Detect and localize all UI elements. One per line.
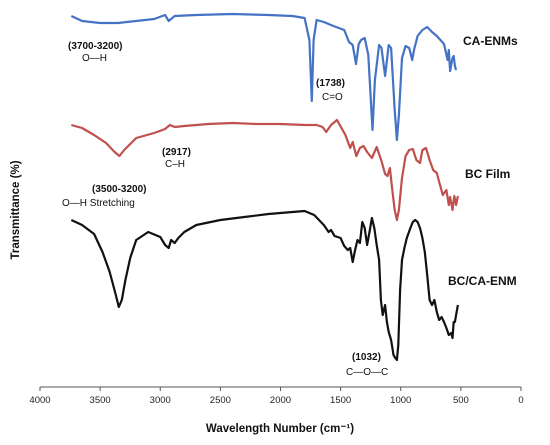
annotation-oh-range-ca: (3700-3200) xyxy=(68,41,122,52)
series-line-ca-enms xyxy=(70,12,458,142)
annotation-ch-label: C–H xyxy=(165,159,185,170)
series-label-bc-film: BC Film xyxy=(465,167,510,181)
annotation-coc-label: C—O—C xyxy=(346,367,388,378)
x-axis-title: Wavelength Number (cm⁻¹) xyxy=(206,423,354,435)
x-tick-label-7: 500 xyxy=(453,395,469,406)
series-line-bc-ca-enm xyxy=(70,209,459,362)
annotation-oh-label-ca: O—H xyxy=(82,53,107,64)
x-tick-label-1: 3500 xyxy=(90,395,111,406)
x-tick-label-0: 4000 xyxy=(29,395,50,406)
annotation-ch-range: (2917) xyxy=(162,147,191,158)
annotation-coc-range: (1032) xyxy=(352,352,381,363)
x-tick-label-2: 3000 xyxy=(150,395,171,406)
annotation-co-label: C=O xyxy=(322,92,343,103)
y-axis-title: Transmittance (%) xyxy=(10,160,22,259)
series-line-bc-film xyxy=(71,118,459,222)
x-tick-label-5: 1500 xyxy=(330,395,351,406)
x-tick-label-3: 2500 xyxy=(210,395,231,406)
x-tick-label-4: 2000 xyxy=(270,395,291,406)
x-axis-ticks xyxy=(39,387,522,391)
series-label-ca-enms: CA-ENMs xyxy=(463,34,518,48)
annotation-co-range: (1738) xyxy=(316,78,345,89)
x-tick-label-6: 1000 xyxy=(390,395,411,406)
annotation-oh-range-bc: (3500-3200) xyxy=(92,184,146,195)
series-layer xyxy=(70,12,459,362)
x-tick-label-8: 0 xyxy=(518,395,523,406)
annotation-oh-label-bc: O—H Stretching xyxy=(62,198,135,209)
x-axis-tick-labels: 4000 3500 3000 2500 2000 1500 1000 500 0 xyxy=(29,395,523,406)
series-label-bc-ca-enm: BC/CA-ENM xyxy=(448,274,517,288)
